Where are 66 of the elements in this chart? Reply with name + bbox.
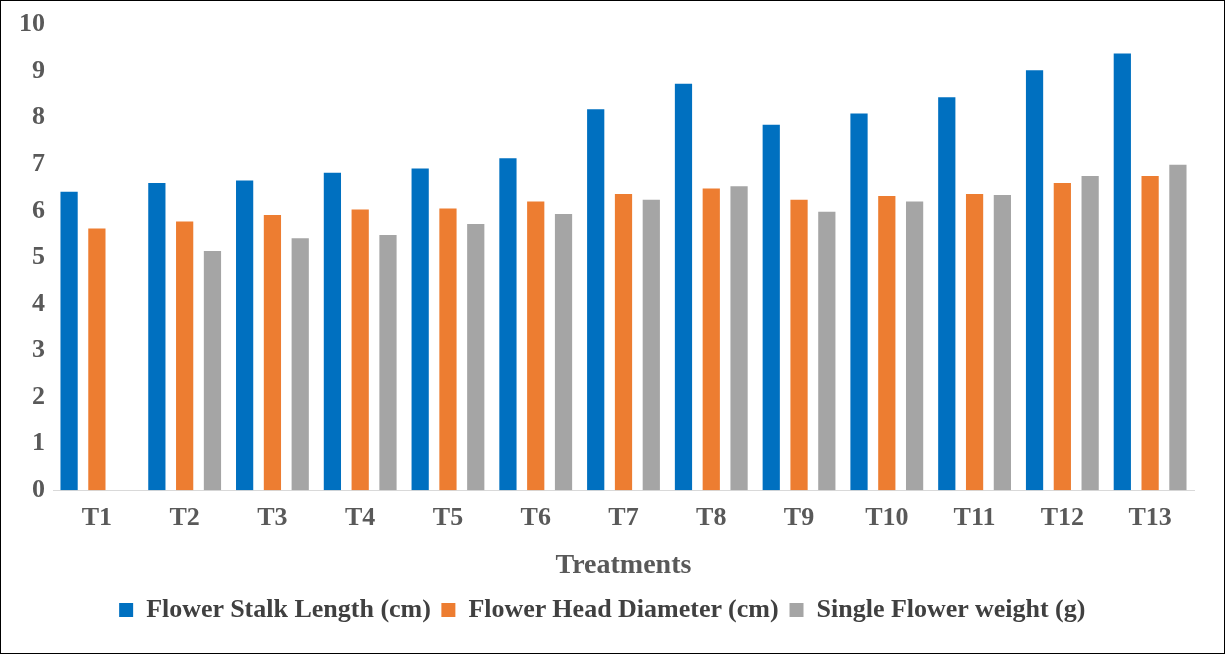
bar <box>965 194 984 491</box>
bar <box>176 221 194 491</box>
bar <box>439 208 457 491</box>
bar <box>790 199 808 491</box>
x-tick-label: T3 <box>257 501 288 531</box>
bar <box>993 195 1011 491</box>
y-tick-label: 5 <box>32 241 45 271</box>
bar <box>148 182 166 491</box>
bar <box>467 223 485 491</box>
bar <box>411 168 429 491</box>
bar <box>905 201 924 491</box>
bar <box>674 83 693 491</box>
x-tick-label: T9 <box>783 501 815 531</box>
bar <box>762 124 780 491</box>
x-tick-label: T1 <box>81 501 113 531</box>
bar <box>1141 175 1159 491</box>
bar <box>263 215 282 491</box>
bar <box>499 158 517 491</box>
bar <box>60 191 78 491</box>
y-tick-label: 3 <box>32 334 45 364</box>
bar <box>587 109 605 491</box>
bar <box>1025 70 1044 491</box>
bar <box>1053 182 1071 491</box>
y-tick-label: 4 <box>32 287 45 317</box>
y-tick-label: 8 <box>32 101 45 131</box>
bar <box>554 214 573 491</box>
bar <box>642 199 660 491</box>
y-tick-label: 10 <box>19 8 45 38</box>
x-tick-label: T13 <box>1128 501 1172 531</box>
x-axis-title: Treatments <box>555 548 692 580</box>
x-tick-label: T6 <box>520 501 551 531</box>
y-tick-label: 2 <box>32 380 45 410</box>
bar <box>323 172 342 491</box>
bar <box>527 201 545 491</box>
bar <box>379 235 397 491</box>
x-tick-label: T12 <box>1040 501 1085 531</box>
bar <box>938 97 956 491</box>
bar <box>818 211 836 491</box>
x-tick-label: T7 <box>608 501 639 531</box>
x-tick-label: T8 <box>696 501 727 531</box>
bar <box>236 180 254 491</box>
legend-label: Single Flower weight (g) <box>816 593 1086 623</box>
bar <box>878 195 896 491</box>
x-tick-label: T11 <box>953 501 996 531</box>
x-tick-label: T10 <box>865 501 909 531</box>
bar <box>1081 175 1099 491</box>
y-tick-label: 7 <box>32 148 45 177</box>
bar <box>1169 164 1187 491</box>
bar <box>88 228 106 491</box>
bar <box>702 188 720 491</box>
y-tick-label: 0 <box>32 473 45 503</box>
x-tick-label: T5 <box>432 501 464 531</box>
legend-label: Flower Head Diameter (cm) <box>468 593 779 623</box>
y-tick-label: 6 <box>32 194 45 224</box>
bar <box>730 186 748 491</box>
y-tick-label: 9 <box>32 54 45 84</box>
bar <box>850 113 868 491</box>
x-tick-label: T4 <box>345 501 376 531</box>
bar <box>203 250 222 491</box>
x-tick-label: T2 <box>169 501 200 531</box>
y-tick-label: 1 <box>32 427 45 457</box>
legend-label: Flower Stalk Length (cm) <box>146 593 431 623</box>
bar <box>291 238 309 491</box>
bar <box>351 209 369 491</box>
bar <box>1113 53 1131 491</box>
bar <box>614 194 633 491</box>
